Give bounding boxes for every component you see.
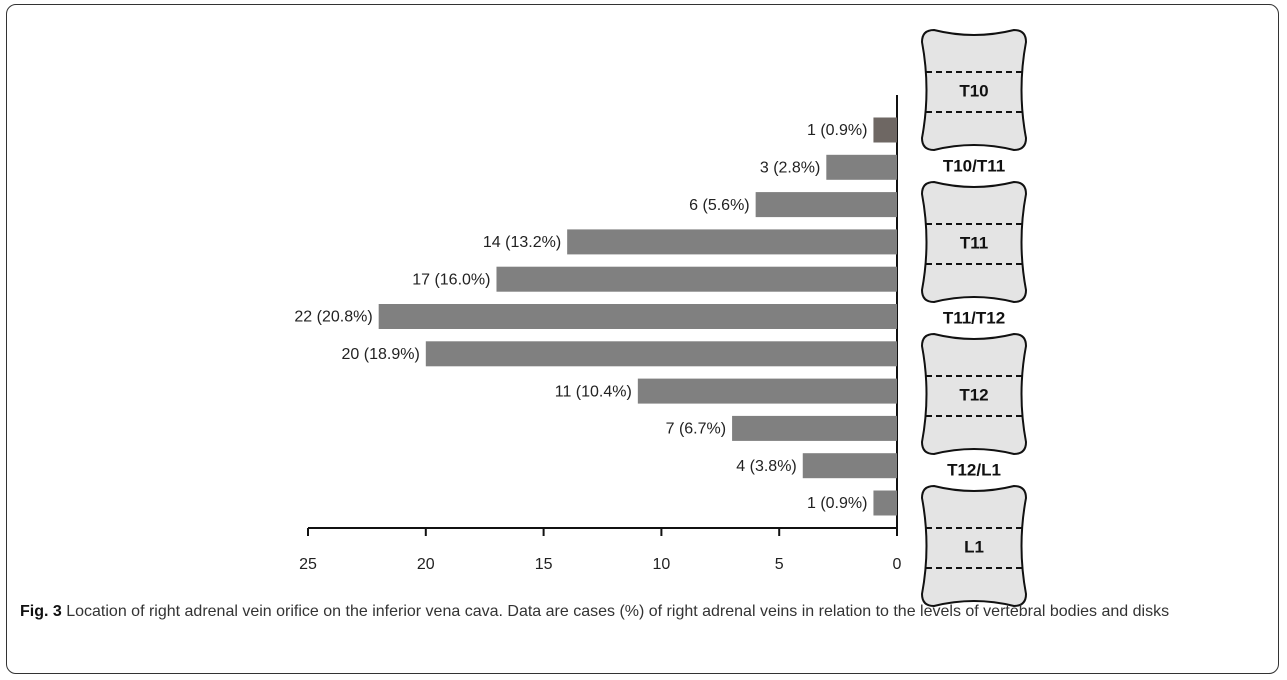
vertebra-label: T10 xyxy=(959,81,988,100)
value-label: 6 (5.6%) xyxy=(689,197,749,214)
bar xyxy=(873,490,897,516)
vertebra xyxy=(920,180,1028,304)
vertebra-label: T12 xyxy=(959,385,988,404)
bar xyxy=(496,266,897,292)
caption-text: Location of right adrenal vein orifice o… xyxy=(66,603,1170,620)
value-label: 11 (10.4%) xyxy=(555,383,632,400)
vertebra xyxy=(920,332,1028,456)
bar xyxy=(755,192,897,218)
value-label: 4 (3.8%) xyxy=(736,458,796,475)
value-label: 1 (0.9%) xyxy=(807,122,867,139)
x-tick-label: 15 xyxy=(535,556,553,573)
caption-label: Fig. 3 xyxy=(20,603,62,620)
bar xyxy=(802,453,897,479)
caption: Fig. 3 Location of right adrenal vein or… xyxy=(20,600,1270,624)
value-label: 1 (0.9%) xyxy=(807,495,867,512)
value-label: 7 (6.7%) xyxy=(666,421,726,438)
disk-label: T10/T11 xyxy=(943,156,1005,175)
bar xyxy=(425,341,897,367)
figure-frame xyxy=(6,4,1279,674)
bar xyxy=(732,415,897,441)
disk-label: T11/T12 xyxy=(943,308,1005,327)
disk-label: T12/L1 xyxy=(947,460,1001,479)
value-label: 14 (13.2%) xyxy=(483,234,561,251)
bar xyxy=(826,154,897,180)
value-label: 3 (2.8%) xyxy=(760,160,820,177)
x-tick-label: 10 xyxy=(653,556,671,573)
bar xyxy=(873,117,897,143)
x-tick-label: 20 xyxy=(417,556,435,573)
x-tick-label: 25 xyxy=(299,556,317,573)
value-label: 22 (20.8%) xyxy=(294,309,372,326)
value-label: 20 (18.9%) xyxy=(342,346,420,363)
x-tick-label: 5 xyxy=(775,556,784,573)
vertebra-label: T11 xyxy=(960,233,988,252)
vertebra xyxy=(920,484,1028,608)
vertebra-label: L1 xyxy=(964,537,984,556)
x-tick-label: 0 xyxy=(893,556,902,573)
value-label: 17 (16.0%) xyxy=(412,271,490,288)
bar xyxy=(378,304,897,329)
vertebra xyxy=(920,28,1028,152)
bar xyxy=(637,378,897,404)
bar xyxy=(567,229,897,255)
